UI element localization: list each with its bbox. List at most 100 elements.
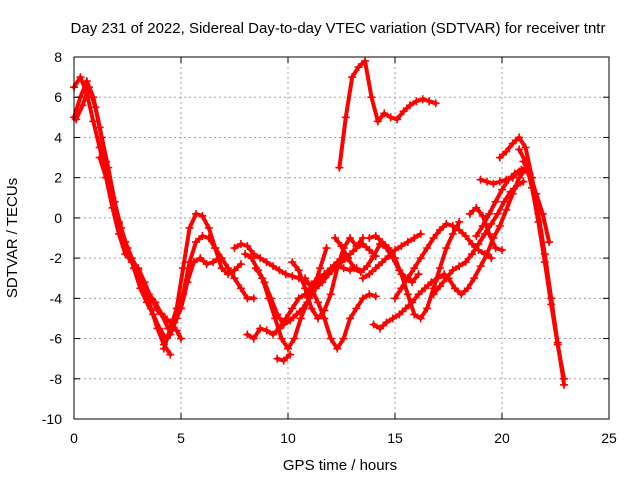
data-point [391,294,399,303]
data-point [72,115,81,124]
data-point [269,262,278,271]
data-point [476,175,485,184]
data-point [166,330,175,339]
data-point [455,217,464,226]
data-point [455,225,464,234]
y-axis-label: SDTVAR / TECUs [4,178,21,298]
data-point [354,63,363,72]
data-point [191,209,200,218]
data-point [498,185,506,194]
data-point [489,179,498,188]
data-point [521,143,530,152]
data-point [399,107,408,116]
data-point [294,266,303,275]
data-point [211,244,220,253]
data-point [296,314,305,323]
data-point [301,274,310,283]
data-point [230,244,239,253]
data-point [279,356,288,365]
data-point [378,258,387,267]
data-point [164,324,173,333]
data-point [395,310,404,319]
data-point [491,197,500,206]
data-point [286,350,295,359]
data-point [442,219,451,228]
data-point [418,95,427,104]
data-point [243,330,252,339]
data-point [331,234,340,242]
data-point [292,310,301,319]
grid-lines [74,57,609,419]
data-point [468,250,477,259]
data-point [129,264,138,273]
data-point [108,193,117,202]
data-point [410,234,419,242]
y-tick-label: 4 [54,129,62,145]
data-point [189,258,198,267]
data-point [136,284,145,293]
data-point [149,310,158,319]
y-tick-label: -4 [50,290,63,306]
data-point [326,290,335,299]
data-point [95,153,104,162]
series-line [253,246,329,351]
x-tick-label: 0 [70,430,78,446]
x-tick-label: 10 [280,430,296,446]
data-point [365,290,374,299]
chart-title: Day 231 of 2022, Sidereal Day-to-day VTE… [71,20,606,37]
series-22 [465,203,506,255]
data-point [352,304,361,313]
y-tick-label: -8 [50,371,63,387]
data-point [448,221,457,230]
data-point [290,334,299,343]
data-point [183,278,192,287]
data-point [403,274,412,283]
data-point [474,240,483,249]
data-point [540,258,549,267]
data-point [457,290,466,299]
data-point [196,254,205,263]
data-point [525,169,534,178]
data-point [286,316,295,325]
data-point [281,270,290,279]
data-point [410,310,419,319]
data-point [403,238,412,247]
y-tick-label: 0 [54,210,62,226]
data-point [429,290,438,299]
data-point [288,272,297,281]
data-point [369,320,378,329]
data-point [198,211,207,220]
data-point [76,73,85,82]
data-point [288,304,297,313]
data-point [425,97,434,106]
data-point [346,234,355,242]
data-point [273,354,282,363]
data-point [262,326,271,335]
series-line [446,167,534,297]
data-point [532,189,541,198]
data-point [177,304,185,313]
data-point [485,209,494,218]
data-point [277,334,286,343]
data-point [271,314,280,323]
data-point [198,231,207,240]
data-point [230,274,239,283]
data-point [365,234,374,242]
data-point [262,258,271,267]
data-point [361,57,370,66]
data-point [401,304,410,313]
data-point [243,242,252,251]
data-point [463,284,472,293]
data-point [117,223,126,232]
data-point [313,298,322,307]
data-point [371,231,380,240]
data-point [393,115,402,124]
data-point [256,324,265,333]
data-point [420,284,429,293]
data-point [508,139,517,148]
data-point [281,314,290,323]
data-point [322,244,331,253]
data-point [495,221,504,230]
data-point [431,99,440,108]
